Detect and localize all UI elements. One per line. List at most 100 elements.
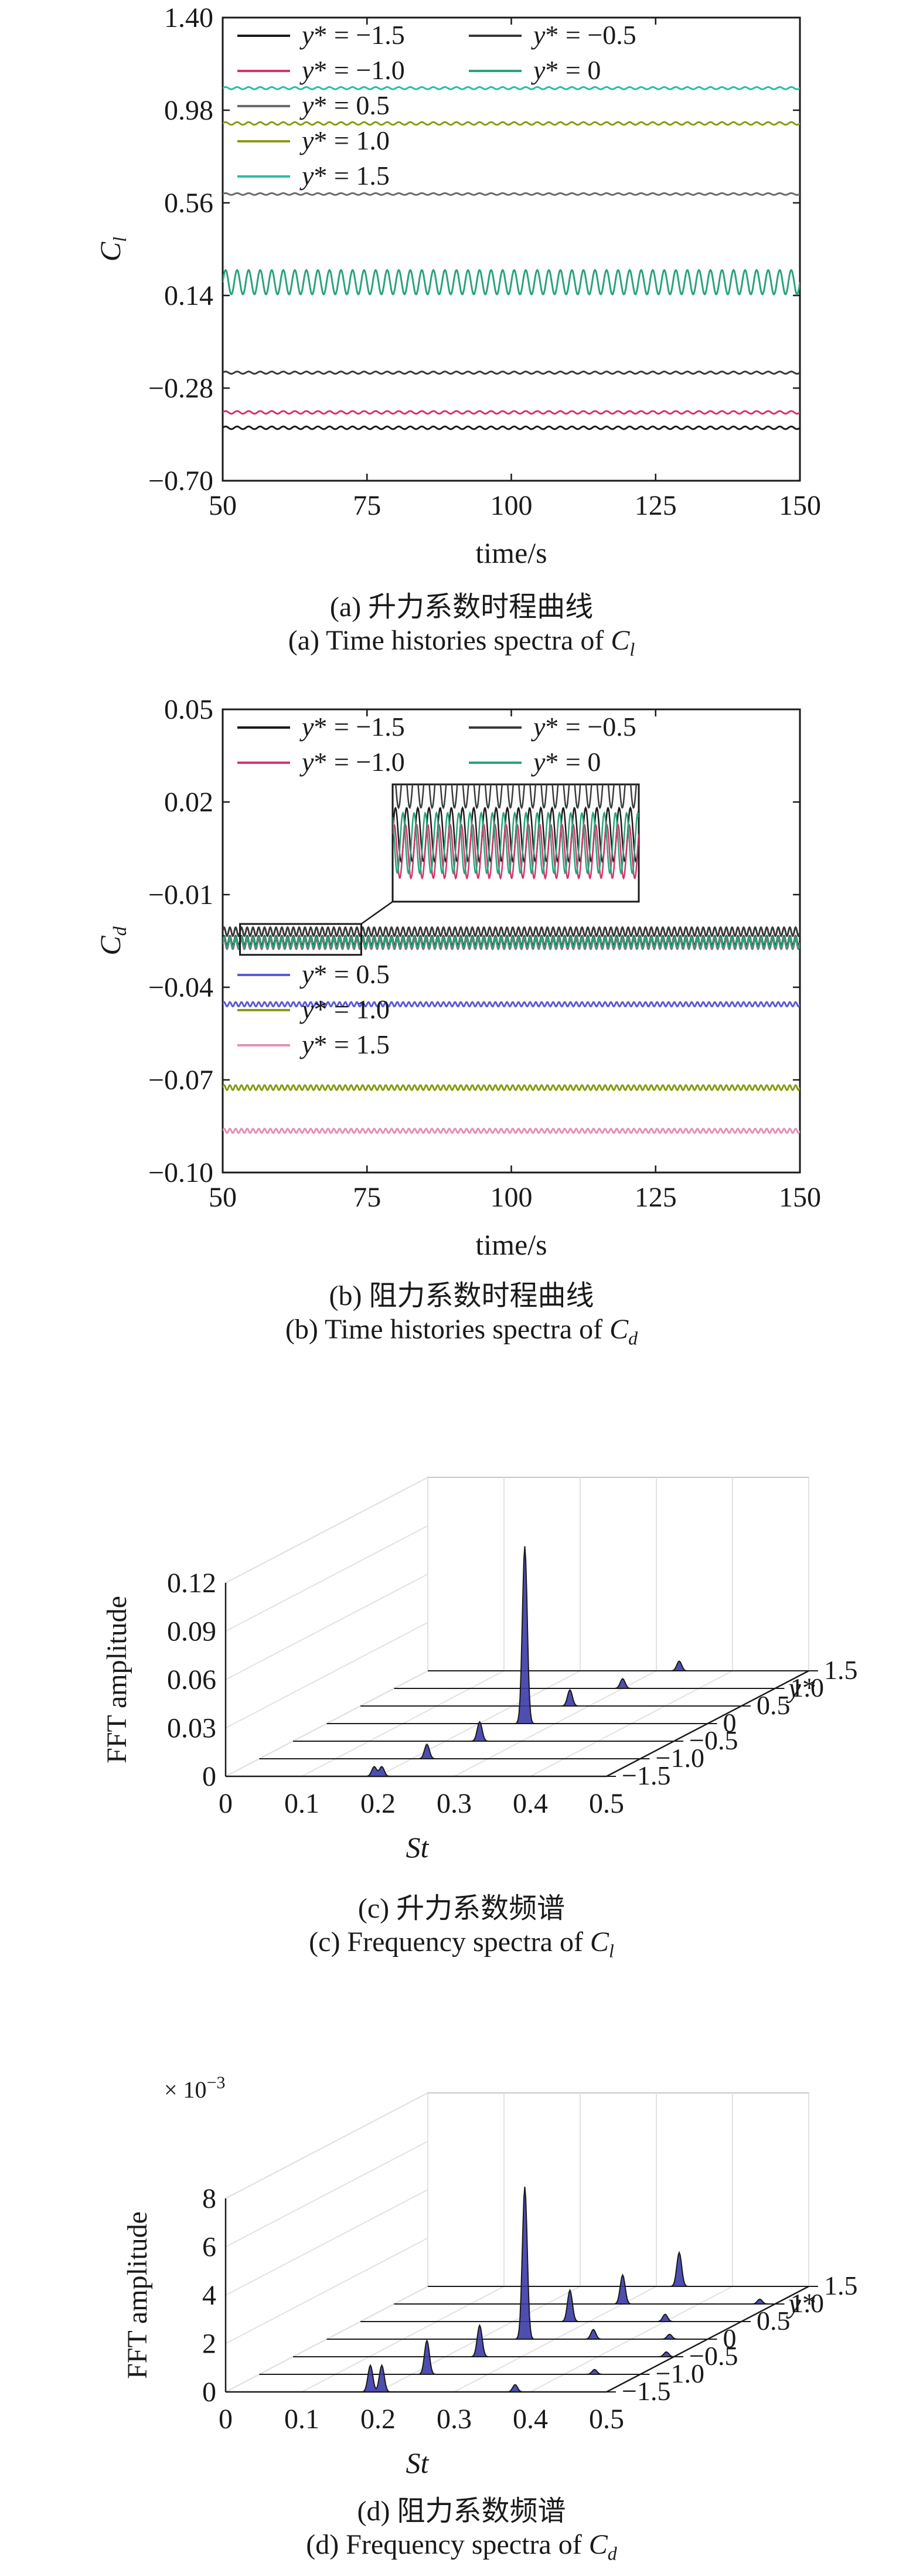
legend-label: y* = −1.5 (299, 712, 405, 742)
z-axis-label: y* (785, 1673, 815, 1704)
spectrum-row-−1.5 (226, 1766, 607, 1777)
legend: y* = 0.5 y* = 1.0 y* = 1.5 (237, 959, 390, 1059)
caption-a-subscript: l (629, 638, 635, 660)
y-tick-label: 0.98 (164, 95, 213, 126)
panel-b: 50 75 100 125 150 −0.10 −0.07 −0.04 −0.01 0.02 0.0… (0, 692, 923, 1378)
side-grid-line (225, 2237, 428, 2344)
caption-d-en: (d) Frequency spectra of Cd (0, 2529, 923, 2565)
legend-label: y* = −1.0 (299, 747, 405, 777)
inset-series-group (393, 784, 639, 880)
y-tick-label: 2 (202, 2329, 216, 2360)
spectrum-row-−1.5 (226, 2364, 607, 2393)
z-tick-label: 1.5 (824, 2271, 858, 2300)
spectrum-row-0.5 (360, 2288, 741, 2322)
y-axis-label: Cl (94, 237, 130, 261)
x-axis-label: time/s (475, 536, 547, 569)
spectrum-row-−1.0 (259, 1743, 641, 1759)
x-tick-label: 0 (219, 1788, 233, 1819)
y-tick-label: 4 (202, 2280, 216, 2311)
x-tick-label: 0.1 (284, 1788, 319, 1819)
zoom-connector (360, 900, 393, 925)
series-line-y0 (223, 269, 800, 295)
series-line-y0.5 (223, 192, 800, 196)
back-wall (427, 1477, 809, 1671)
series-line-y0.5 (223, 1001, 800, 1008)
y-tick-label: 0.09 (167, 1616, 216, 1647)
x-tick-label: 75 (353, 1182, 381, 1213)
spectrum-row-0 (326, 1546, 708, 1724)
z-tick-label: −0.5 (689, 1725, 738, 1755)
caption-b-zh: (b) 阻力系数时程曲线 (329, 1280, 594, 1311)
x-tick-label: 0.4 (513, 2404, 548, 2435)
drag-frequency-spectrum-chart: 0 0.1 0.2 0.3 0.4 0.502468−1.5−1.0−0.500.51.0… (122, 2073, 858, 2479)
z-tick-label: −1.0 (656, 2358, 704, 2388)
caption-a-zh: (a) 升力系数时程曲线 (329, 592, 594, 623)
spectrum-row-1.5 (428, 2251, 809, 2287)
legend: y* = 0.5 y* = 1.0 y* = 1.5 (237, 90, 390, 191)
y-tick-label: 0 (202, 2377, 216, 2408)
caption-b-subscript: d (628, 1327, 638, 1349)
y-tick-label: 0.03 (167, 1713, 216, 1744)
spectrum-row-0 (326, 2187, 708, 2340)
series-line-y0 (223, 935, 800, 950)
inset-line (393, 823, 639, 880)
y-tick-label: −0.70 (148, 465, 213, 497)
caption-c-subscript: l (608, 1940, 614, 1962)
legend-label: y* = −1.5 (299, 20, 405, 50)
caption-a-en: (a) Time histories spectra of Cl (0, 624, 923, 661)
x-tick-label: 0.2 (360, 2404, 396, 2435)
spectrum-row-1.0 (394, 1678, 775, 1689)
legend: y* = −1.5 y* = −0.5 y* = −1.0 y* = 0 (237, 712, 636, 777)
side-grid-line (225, 2189, 428, 2296)
x-tick-label: 0.2 (360, 1788, 396, 1819)
y-axis-label: FFT amplitude (101, 1596, 132, 1763)
x-tick-label: 50 (209, 490, 237, 521)
side-grid-line (225, 1477, 428, 1583)
spectrum-row-0.5 (360, 1688, 741, 1707)
y-tick-label: −0.10 (148, 1157, 213, 1188)
y-tick-label: 0.02 (164, 787, 213, 818)
y-tick-label: 6 (202, 2232, 216, 2263)
x-axis-label: St (406, 1831, 430, 1864)
series-group (223, 926, 800, 1134)
panel-c: 0 0.1 0.2 0.3 0.4 0.5 0 0.03 0.06 0.09 0.12 −1.5 −1.… (0, 1378, 923, 1964)
y-tick-label: −0.07 (148, 1065, 213, 1096)
caption-d-subscript: d (607, 2543, 617, 2564)
side-grid-line (225, 1622, 428, 1729)
series-line-y−0.5 (223, 926, 800, 937)
caption-b-en-text: (b) Time histories spectra of (285, 1314, 610, 1345)
caption-d-zh: (d) 阻力系数频谱 (357, 2496, 566, 2527)
z-tick-label: 0 (723, 1708, 737, 1738)
lift-time-history-chart: 50 75 100 125 150 −0.70 −0.28 0.14 0.56 0.98 1.40 t… (94, 2, 821, 569)
side-grid-line (225, 2092, 428, 2199)
series-line-y1.5 (223, 86, 800, 90)
x-tick-label: 0 (219, 2404, 233, 2435)
series-group (223, 86, 800, 430)
y-tick-label: 1.40 (164, 2, 213, 33)
spectrum-row-−0.5 (293, 2323, 675, 2357)
side-grid-line (225, 1525, 428, 1632)
y-tick-label: 0 (202, 1761, 216, 1792)
y-axis-label: Cd (94, 926, 130, 955)
inset-line (393, 811, 639, 875)
caption-a-symbol: C (611, 625, 630, 656)
panel-a: 50 75 100 125 150 −0.70 −0.28 0.14 0.56 0.98 1.40 t… (0, 0, 923, 692)
series-line-y−1.5 (223, 426, 800, 430)
caption-d-en-text: (d) Frequency spectra of (306, 2529, 589, 2560)
x-tick-label: 0.3 (437, 2404, 472, 2435)
y-multiplier-label: × 10−3 (164, 2073, 225, 2103)
caption-c-en: (c) Frequency spectra of Cl (0, 1926, 923, 1962)
x-tick-label: 0.3 (437, 1788, 472, 1819)
z-tick-label: −1.5 (622, 1761, 670, 1790)
x-tick-label: 150 (779, 1182, 821, 1213)
z-tick-label: 0 (723, 2323, 737, 2353)
x-tick-label: 50 (209, 1182, 237, 1213)
z-tick-label: −1.0 (656, 1743, 704, 1773)
z-tick-label: −1.5 (622, 2376, 670, 2406)
x-tick-label: 100 (491, 490, 533, 521)
legend-label: y* = 1.5 (299, 161, 390, 191)
z-axis-label: y* (785, 2288, 815, 2319)
spectrum-row-1.5 (428, 1660, 809, 1671)
series-line-y1.5 (223, 1127, 800, 1134)
x-axis-label: time/s (475, 1228, 547, 1261)
